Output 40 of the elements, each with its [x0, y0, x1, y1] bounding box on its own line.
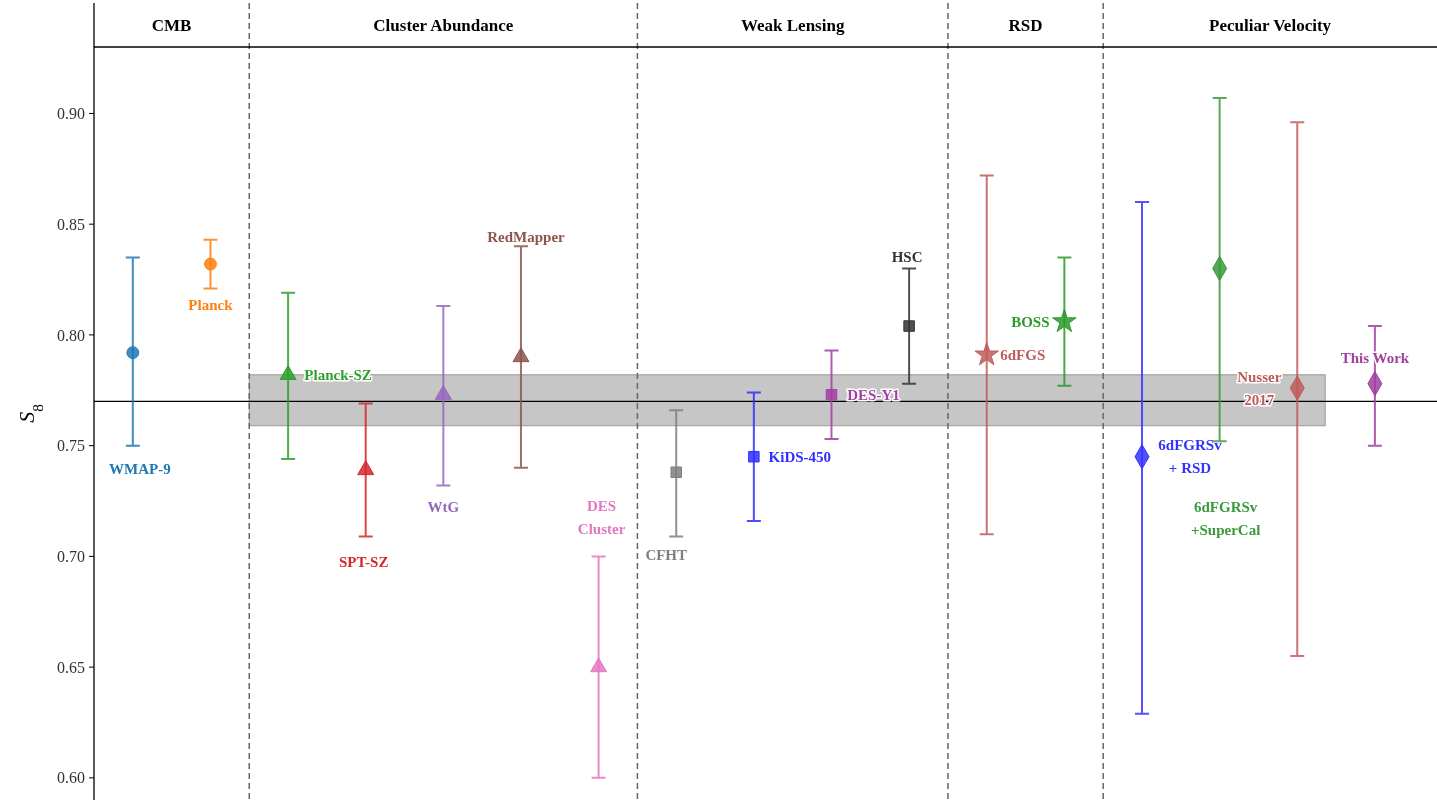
point [357, 460, 375, 476]
text: WMAP-9 [108, 460, 171, 477]
point [434, 385, 452, 400]
text: Planck [188, 297, 234, 314]
series-label: Planck-SZ [304, 367, 372, 384]
text: RedMapper [487, 229, 566, 246]
y-tick-label: 0.65 [57, 658, 85, 676]
point [1052, 308, 1077, 333]
text: DES Cluster [577, 497, 626, 537]
y-tick-label: 0.90 [57, 105, 85, 123]
point [512, 347, 530, 363]
series-label: 6dFGS [1000, 347, 1046, 364]
y-tick-label: 0.80 [57, 326, 85, 344]
series-label: BOSS [1011, 313, 1050, 330]
point [903, 320, 915, 332]
text: Weak Lensing [740, 16, 845, 35]
series-label: 6dFGRSv + RSD [1158, 437, 1223, 477]
text: CFHT [645, 547, 688, 564]
point [670, 466, 682, 478]
point [748, 450, 760, 463]
y-tick-label: 0.75 [57, 437, 85, 455]
text: CMB [151, 16, 192, 35]
y-tick-label: 0.70 [57, 547, 85, 565]
y-tick-label: 0.85 [57, 215, 85, 233]
text: SPT-SZ [338, 554, 389, 571]
text: Cluster Abundance [373, 16, 514, 35]
point [974, 342, 999, 366]
y-tick-label: 0.60 [57, 769, 85, 787]
point [825, 388, 838, 401]
text: HSC [891, 249, 923, 266]
series-label: DES-Y1 [847, 386, 900, 403]
point [590, 657, 608, 673]
series-label: KiDS-450 [768, 448, 832, 465]
point [204, 257, 217, 271]
text: 6dFGRSv +SuperCal [1190, 499, 1261, 539]
text: Peculiar Velocity [1209, 16, 1332, 35]
point [279, 365, 297, 380]
point [126, 346, 140, 360]
text: WtG [427, 498, 460, 515]
text: RSD [1008, 16, 1043, 35]
